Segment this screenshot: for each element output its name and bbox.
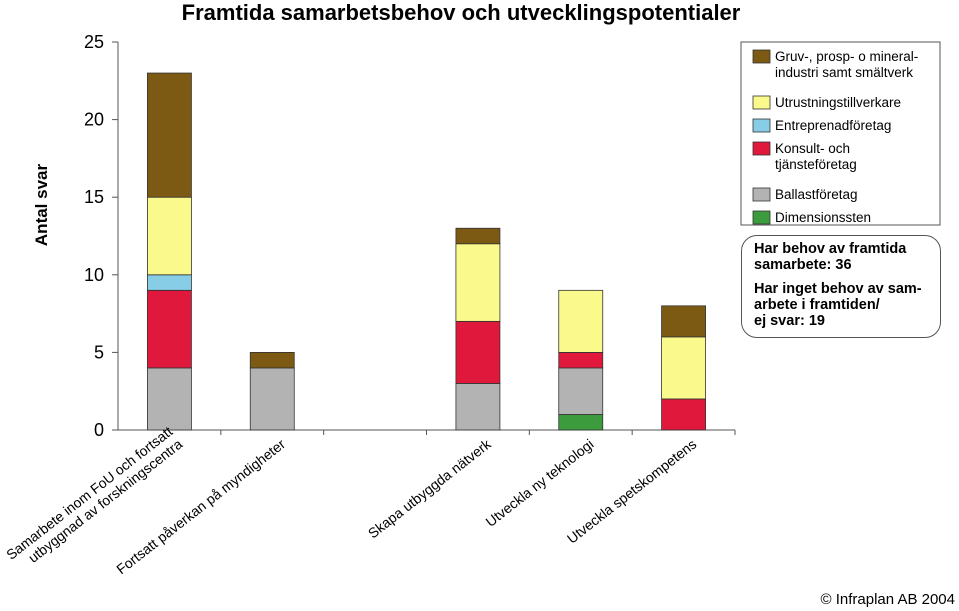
x-tick-label: Skapa utbyggda nätverk	[365, 435, 495, 541]
y-tick-label: 0	[94, 420, 104, 440]
y-tick-label: 15	[84, 187, 104, 207]
legend-item-line: Utrustningstillverkare	[775, 95, 901, 110]
legend-swatch	[752, 187, 771, 202]
bar-segment	[147, 72, 192, 198]
x-tick-label-line: Skapa utbyggda nätverk	[365, 435, 495, 541]
bar-segment	[455, 383, 501, 431]
legend-frame	[740, 41, 941, 226]
legend-item-line: Gruv-, prosp- o mineral-	[775, 49, 918, 64]
copyright-text: © Infraplan AB 2004	[820, 591, 955, 608]
bar-segment	[455, 227, 501, 245]
plot-area: 0 5 10 15 20 25 Samarbete inom FoU och fortsat…	[3, 32, 736, 577]
legend-swatch	[752, 95, 771, 110]
legend-item-line: Dimensionssten	[775, 210, 871, 225]
legend-swatch	[752, 141, 771, 156]
no-collaboration-count: Har inget behov av sam- arbete i framtid…	[754, 281, 922, 329]
bar-segment	[558, 351, 604, 369]
legend-item-line: industri samt smältverk	[775, 65, 913, 80]
y-tick-label: 10	[84, 265, 104, 285]
legend-item: Entreprenadföretag	[775, 118, 891, 133]
x-tick-label-line: Utveckla ny teknologi	[482, 436, 596, 530]
y-tick-label: 5	[94, 342, 104, 362]
legend-swatch	[752, 210, 771, 225]
y-tick-label: 25	[84, 32, 104, 52]
bar-segment	[147, 274, 192, 291]
legend-item-line: tjänsteföretag	[775, 157, 857, 172]
y-tick-label: 20	[84, 110, 104, 130]
legend: Gruv-, prosp- o mineral-industri samt sm…	[740, 41, 941, 226]
x-tick-label: Utveckla ny teknologi	[482, 436, 596, 530]
chart-title: Framtida samarbetsbehov och utvecklingsp…	[182, 0, 741, 25]
y-axis-label: Antal svar	[32, 164, 51, 247]
bar-segment	[558, 414, 604, 431]
legend-swatch	[752, 49, 771, 64]
bar-segment	[147, 196, 192, 276]
x-tick-label: Samarbete inom FoU och fortsattutbyggnad…	[3, 423, 185, 575]
legend-item-line: Konsult- och	[775, 141, 850, 156]
legend-item-line: Ballastföretag	[775, 187, 858, 202]
bar-segment	[558, 289, 604, 353]
bar-segment	[455, 320, 501, 384]
legend-swatch	[752, 118, 771, 133]
legend-item: Ballastföretag	[775, 187, 858, 202]
legend-item: Utrustningstillverkare	[775, 95, 901, 110]
bar-segment	[661, 336, 706, 400]
bar-segment	[147, 367, 192, 431]
bar-segment	[558, 367, 604, 415]
bar-segment	[249, 351, 295, 369]
legend-item: Gruv-, prosp- o mineral-industri samt sm…	[775, 49, 918, 80]
needs-collaboration-count: Har behov av framtida samarbete: 36	[754, 241, 907, 273]
legend-item: Dimensionssten	[775, 210, 871, 225]
bar-segment	[147, 289, 192, 369]
legend-item: Konsult- och tjänsteföretag	[775, 141, 857, 172]
response-summary-box: Har behov av framtida samarbete: 36 Har …	[741, 235, 941, 338]
legend-item-line: Entreprenadföretag	[775, 118, 891, 133]
bar-segment	[661, 305, 706, 338]
bar-segment	[455, 243, 501, 322]
bar-segment	[661, 398, 706, 431]
bar-segment	[249, 367, 295, 431]
